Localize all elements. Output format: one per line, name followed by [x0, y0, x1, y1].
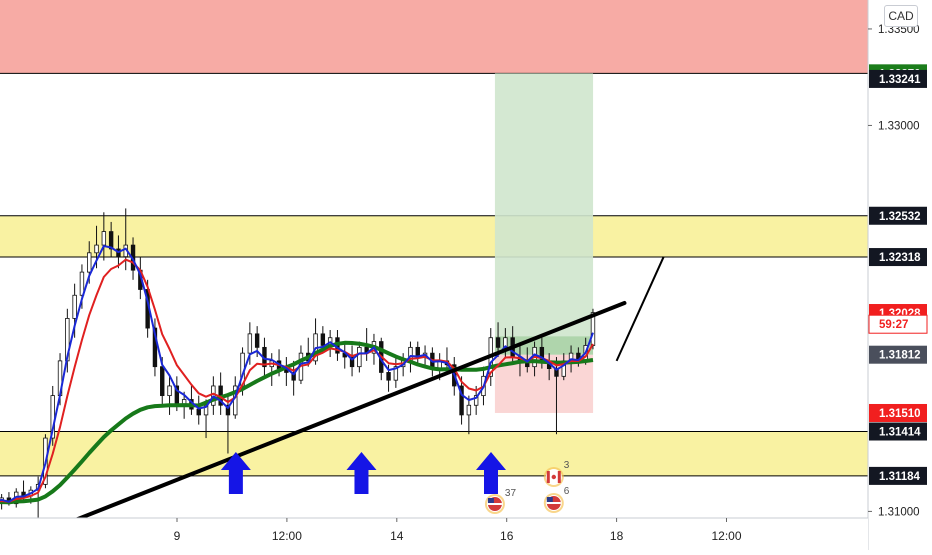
flag-canton	[546, 497, 553, 502]
candle-body	[94, 244, 99, 254]
zone-upper-support	[0, 215, 868, 258]
price-tag-label: 1.31812	[879, 350, 921, 362]
event-count: 6	[564, 486, 570, 497]
candle-body	[386, 372, 391, 381]
price-tag-label: 1.31184	[879, 471, 921, 483]
price-tag-bg	[869, 422, 927, 441]
trendline	[2, 300, 627, 551]
price-tag-label: 59:27	[879, 319, 908, 331]
candle-body	[393, 366, 399, 381]
event-count: 3	[564, 460, 570, 471]
price-tag: 1.31184	[869, 466, 927, 485]
ma-slow-line	[0, 340, 594, 505]
price-tag-bg	[869, 69, 927, 88]
candle-body	[254, 333, 260, 348]
time-tick-label: 16	[500, 529, 514, 543]
flag-band	[546, 471, 550, 483]
target-zone	[494, 73, 594, 355]
ma-mid-line	[0, 258, 594, 503]
candle-body	[108, 231, 114, 250]
time-tick-label: 12:00	[272, 529, 302, 543]
candle-body	[87, 252, 92, 273]
ma-fast-line	[0, 245, 594, 503]
candle-body	[79, 271, 85, 296]
candle-body	[167, 385, 172, 397]
price-tag: 1.31510	[869, 403, 927, 422]
candle-body	[291, 372, 296, 381]
price-tick-label: 1.31000	[878, 506, 920, 518]
projection-line	[615, 256, 665, 362]
candle-body	[160, 366, 165, 397]
up-arrow-icon	[476, 452, 506, 494]
price-tag-bg	[869, 206, 927, 225]
price-tag: 1.31812	[869, 345, 927, 364]
maple-leaf-icon	[551, 474, 556, 480]
zone-lower-support	[0, 431, 868, 476]
price-tag-bg	[869, 466, 927, 485]
price-tag-bg	[869, 345, 927, 364]
flag-stripe	[487, 503, 502, 505]
price-tag-bg	[868, 314, 928, 334]
candle-body	[473, 395, 479, 406]
price-tag-label: 1.31510	[879, 408, 921, 420]
up-arrow-icon	[220, 452, 251, 494]
price-tag: 1.32532	[869, 206, 927, 225]
price-axis-bg	[868, 0, 932, 550]
price-tag: 1.33241	[869, 69, 927, 88]
zone-resistance	[0, 0, 868, 74]
price-tag-label: 1.32318	[879, 252, 921, 264]
price-tag-bg	[869, 403, 927, 422]
candle-body	[320, 333, 326, 346]
price-tag-label: 1.31414	[879, 427, 921, 439]
candle-body	[152, 327, 158, 368]
candle-body	[466, 404, 472, 416]
candle-body	[72, 294, 77, 319]
price-tag: 59:27	[868, 314, 928, 334]
flag-stripe	[546, 502, 561, 504]
candle-body	[225, 404, 231, 416]
flag-band	[557, 471, 561, 483]
entry-band	[494, 336, 594, 355]
candle-body	[247, 333, 253, 354]
candle-body	[101, 231, 107, 246]
time-axis-bg	[0, 518, 868, 550]
price-tag-bg	[869, 248, 927, 267]
time-tick-label: 12:00	[711, 529, 741, 543]
price-tag: 1.31414	[869, 422, 927, 441]
candle-body	[495, 337, 501, 348]
currency-label: CAD	[888, 9, 914, 23]
candle-body	[196, 408, 201, 416]
currency-badge[interactable]: CAD	[884, 5, 918, 27]
event-count: 37	[505, 488, 517, 499]
candle-body	[459, 385, 464, 416]
time-tick-label: 18	[610, 529, 624, 543]
candle-body	[357, 346, 362, 368]
up-arrow-icon	[346, 452, 377, 494]
time-tick-label: 14	[390, 529, 404, 543]
price-tag-label: 1.33241	[879, 74, 921, 86]
time-tick-label: 9	[174, 529, 181, 543]
flag-canton	[487, 498, 494, 503]
price-tick-label: 1.33000	[878, 120, 920, 132]
price-tag-label: 1.32532	[879, 211, 921, 223]
price-tag: 1.32318	[869, 248, 927, 267]
